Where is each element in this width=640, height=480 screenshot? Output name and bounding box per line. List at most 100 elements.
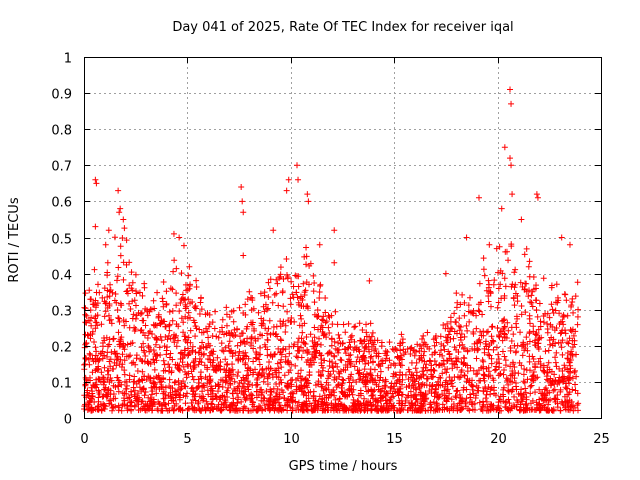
data-point (347, 334, 354, 341)
data-point (459, 405, 466, 412)
data-point (552, 354, 559, 361)
data-point (476, 280, 483, 287)
data-point (514, 298, 521, 305)
data-point (221, 366, 228, 373)
data-point (557, 330, 564, 337)
data-point (491, 277, 498, 284)
data-point (351, 338, 358, 345)
data-point (511, 375, 518, 382)
data-point (116, 343, 123, 350)
data-point (463, 234, 470, 241)
data-point (160, 357, 167, 364)
data-point (157, 333, 164, 340)
data-point (527, 390, 534, 397)
data-point (264, 352, 271, 359)
data-point (328, 392, 335, 399)
data-point (155, 314, 162, 321)
data-point (151, 305, 158, 312)
data-point (446, 374, 453, 381)
data-point (332, 308, 339, 315)
data-point (127, 399, 134, 406)
data-point (309, 337, 316, 344)
data-point (490, 346, 497, 353)
data-point (440, 321, 447, 328)
data-point (341, 346, 348, 353)
data-point (256, 361, 263, 368)
data-point (235, 369, 242, 376)
data-point (115, 315, 122, 322)
data-point (484, 403, 491, 410)
data-point (284, 271, 291, 278)
data-point (138, 398, 145, 405)
data-point (96, 391, 103, 398)
data-point (218, 406, 225, 413)
data-point (323, 318, 330, 325)
data-point (447, 336, 454, 343)
data-point (134, 398, 141, 405)
data-point (564, 375, 571, 382)
data-point (433, 386, 440, 393)
data-point (302, 375, 309, 382)
data-point (311, 324, 318, 331)
data-point (429, 374, 436, 381)
data-point (298, 315, 305, 322)
data-point (182, 393, 189, 400)
data-point (421, 358, 428, 365)
data-point (297, 312, 304, 319)
data-point (531, 363, 538, 370)
data-point (152, 341, 159, 348)
data-point (121, 346, 128, 353)
data-point (361, 395, 368, 402)
data-point (290, 294, 297, 301)
data-point (158, 317, 165, 324)
data-point (185, 272, 192, 279)
data-point (405, 392, 412, 399)
data-point (325, 349, 332, 356)
data-point (385, 364, 392, 371)
data-point (471, 406, 478, 413)
data-point (160, 278, 167, 285)
data-point (572, 293, 579, 300)
data-point (326, 372, 333, 379)
data-point (248, 334, 255, 341)
data-point (288, 314, 295, 321)
data-point (130, 384, 137, 391)
data-point (87, 377, 94, 384)
data-point (140, 317, 147, 324)
data-point (399, 391, 406, 398)
data-point (316, 295, 323, 302)
data-point (495, 269, 502, 276)
data-point (234, 373, 241, 380)
data-point (446, 355, 453, 362)
data-point (340, 377, 347, 384)
data-point (433, 339, 440, 346)
data-point (331, 353, 338, 360)
data-point (346, 339, 353, 346)
data-point (453, 346, 460, 353)
data-point (180, 378, 187, 385)
data-point (245, 364, 252, 371)
data-point (95, 387, 102, 394)
data-point (545, 359, 552, 366)
data-point (193, 325, 200, 332)
data-point (269, 299, 276, 306)
data-point (276, 275, 283, 282)
data-point (211, 403, 218, 410)
data-point (298, 382, 305, 389)
data-point (196, 326, 203, 333)
data-point (156, 376, 163, 383)
data-point (150, 347, 157, 354)
data-point (408, 400, 415, 407)
data-point (547, 321, 554, 328)
data-point (94, 322, 101, 329)
data-point (243, 353, 250, 360)
data-point (180, 297, 187, 304)
data-point (426, 357, 433, 364)
data-point (147, 328, 154, 335)
data-point (135, 378, 142, 385)
data-point (488, 333, 495, 340)
data-point (553, 349, 560, 356)
data-point (258, 386, 265, 393)
data-point (495, 285, 502, 292)
x-axis-label: GPS time / hours (289, 459, 398, 474)
